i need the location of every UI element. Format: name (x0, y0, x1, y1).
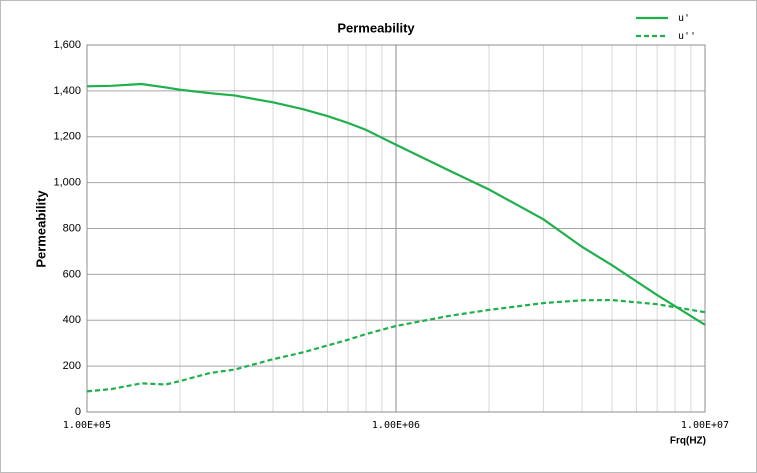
legend-label: u' (678, 13, 690, 24)
x-axis-label: Frq(HZ) (670, 436, 706, 447)
plot-border (86, 44, 706, 413)
y-tick-label: 800 (63, 222, 81, 234)
y-tick-label: 1,600 (53, 39, 81, 51)
y-tick-label: 1,000 (53, 177, 81, 189)
x-tick-label: 1.00E+07 (681, 420, 729, 431)
legend-label: u'' (678, 31, 696, 42)
chart-title: Permeability (337, 20, 415, 35)
y-tick-label: 1,200 (53, 131, 81, 143)
x-tick-label: 1.00E+05 (63, 420, 111, 431)
x-tick-label: 1.00E+06 (372, 420, 420, 431)
y-axis-label: Permeability (33, 190, 48, 268)
y-tick-label: 200 (63, 360, 81, 372)
y-tick-label: 0 (75, 406, 81, 418)
y-tick-label: 400 (63, 314, 81, 326)
data-line (86, 298, 706, 393)
y-tick-label: 600 (63, 268, 81, 280)
data-line (86, 82, 706, 326)
y-tick-label: 1,400 (53, 85, 81, 97)
